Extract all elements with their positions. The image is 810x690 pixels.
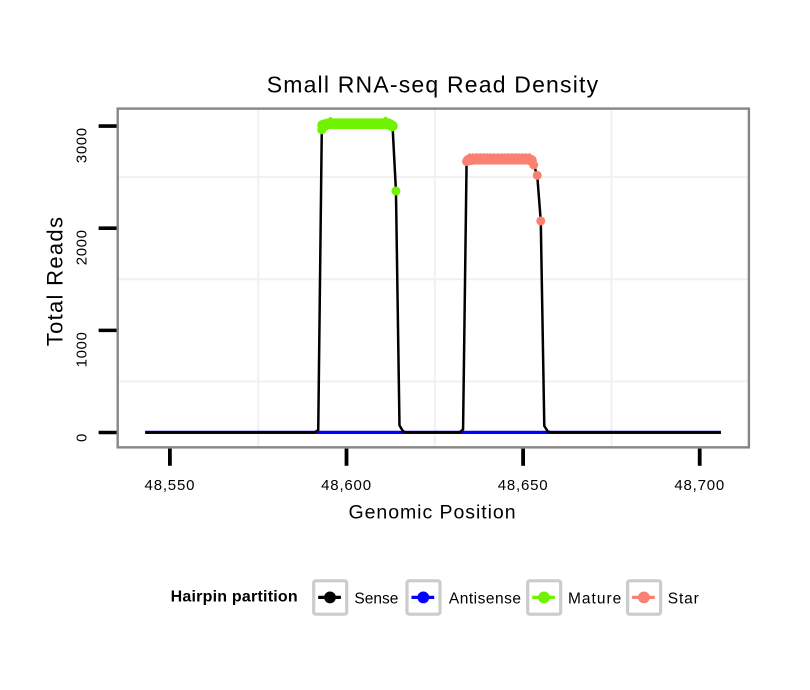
svg-text:48,550: 48,550	[145, 477, 196, 494]
svg-text:48,600: 48,600	[321, 477, 372, 494]
svg-text:Antisense: Antisense	[449, 590, 522, 607]
svg-text:Star: Star	[668, 590, 700, 607]
svg-text:2000: 2000	[74, 229, 91, 265]
svg-text:1000: 1000	[74, 332, 91, 368]
svg-text:Mature: Mature	[568, 590, 622, 607]
svg-text:Sense: Sense	[354, 590, 398, 607]
svg-text:3000: 3000	[74, 127, 91, 163]
svg-text:Genomic Position: Genomic Position	[348, 502, 516, 524]
svg-text:Total Reads: Total Reads	[43, 216, 68, 346]
svg-text:48,700: 48,700	[674, 477, 725, 494]
svg-text:Small RNA-seq Read Density: Small RNA-seq Read Density	[267, 71, 600, 97]
svg-text:48,650: 48,650	[498, 477, 549, 494]
svg-text:0: 0	[74, 434, 91, 442]
svg-text:Hairpin partition: Hairpin partition	[171, 589, 298, 606]
